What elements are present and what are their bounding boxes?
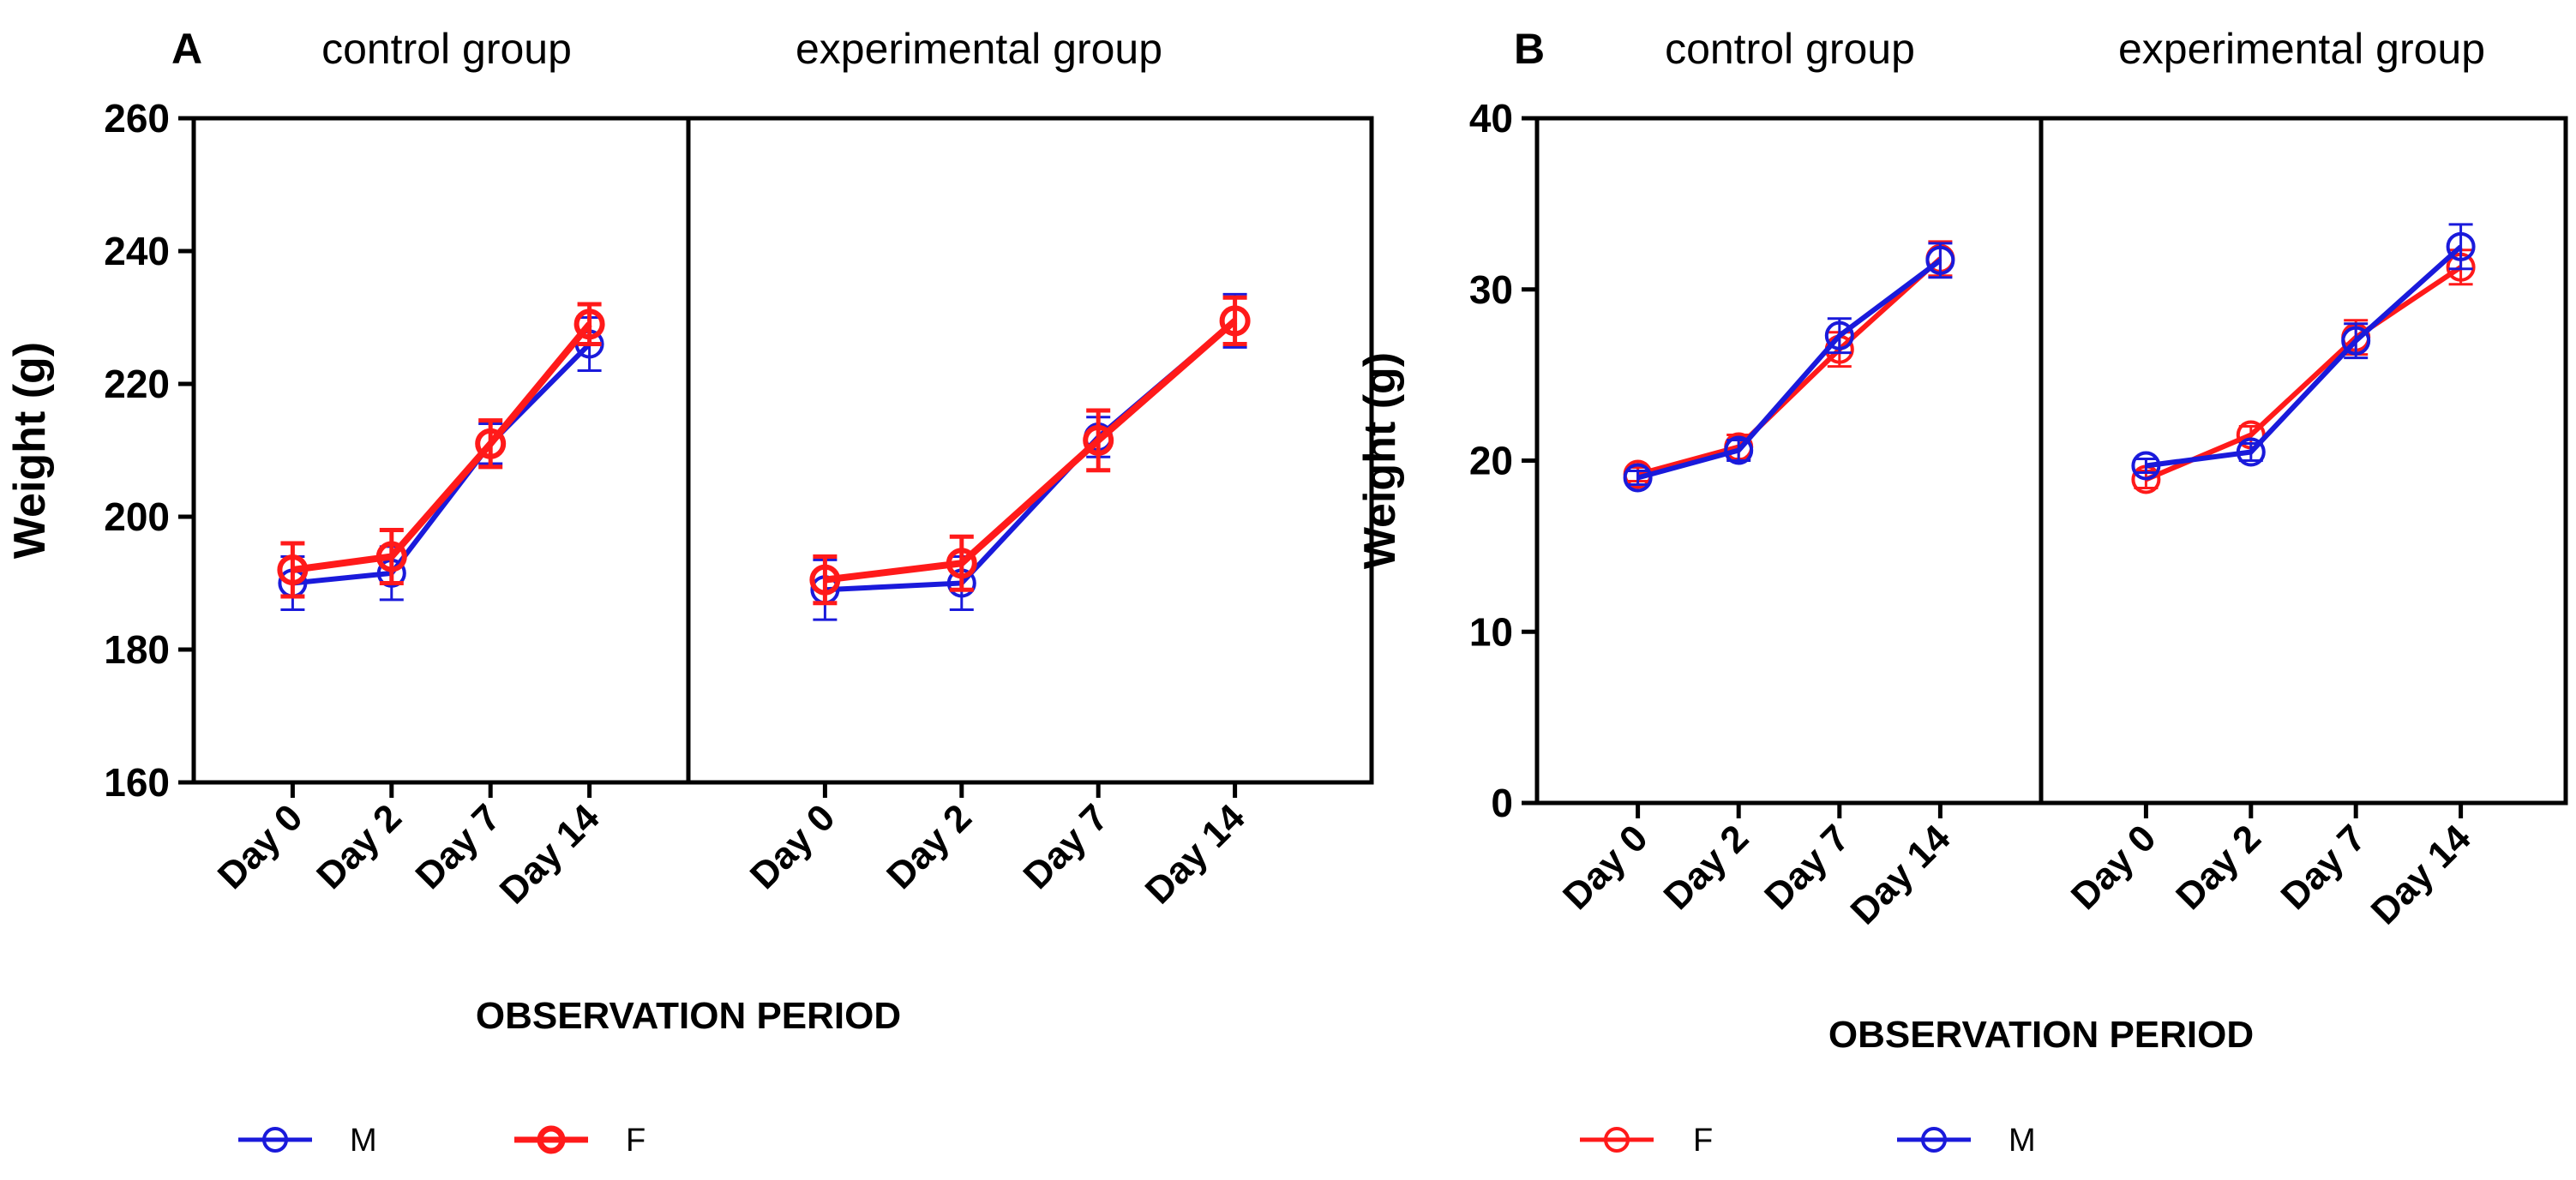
legend-label: F [1693, 1123, 1713, 1159]
data-point [1083, 424, 1114, 456]
data-point [1623, 463, 1653, 493]
group-title: experimental group [796, 25, 1162, 73]
data-point [2341, 326, 2371, 356]
y-tick-label: 240 [104, 229, 170, 273]
legend-label: M [2009, 1123, 2036, 1159]
group-title: control group [321, 25, 572, 73]
x-tick-label: Day 0 [1555, 817, 1656, 918]
x-tick-label: Day 14 [492, 796, 608, 912]
data-point [475, 428, 507, 459]
series-line [2145, 265, 2463, 482]
series-line [824, 318, 1238, 584]
legend-item-f: F [1580, 1123, 1713, 1159]
x-tick-label: Day 2 [2168, 817, 2269, 918]
data-point [573, 308, 605, 340]
legend-marker [537, 1125, 566, 1154]
data-point [1925, 245, 1955, 275]
plot-frame [191, 116, 1374, 785]
y-tick-label: 160 [104, 760, 170, 805]
y-tick-label: 30 [1469, 267, 1513, 312]
legend-label: M [350, 1123, 377, 1159]
data-point [2131, 451, 2161, 481]
legend-item-m: M [238, 1123, 377, 1159]
series-m [1623, 223, 2476, 493]
y-tick-label: 200 [104, 494, 170, 539]
x-axis-label: OBSERVATION PERIOD [476, 995, 901, 1037]
x-tick-label: Day 14 [2363, 817, 2479, 932]
y-tick-label: 40 [1469, 96, 1513, 141]
data-point [1219, 305, 1251, 337]
y-axis-label: Weight (g) [5, 342, 55, 559]
y-tick-label: 180 [104, 627, 170, 672]
data-point [1824, 320, 1854, 350]
data-point [1724, 435, 1754, 465]
y-axis-label: Weight (g) [1355, 352, 1405, 569]
x-tick-label: Day 14 [1842, 817, 1958, 932]
y-tick-label: 220 [104, 362, 170, 406]
data-point [2236, 437, 2266, 467]
series-line [1636, 258, 1943, 481]
series-line [292, 342, 591, 586]
x-tick-label: Day 0 [2063, 817, 2165, 918]
y-tick-label: 20 [1469, 439, 1513, 483]
data-point [946, 548, 977, 579]
x-tick-label: Day 7 [1016, 796, 1117, 897]
series-line [825, 319, 1237, 593]
y-tick-label: 10 [1469, 609, 1513, 654]
x-tick-label: Day 2 [1656, 817, 1757, 918]
series-f [277, 295, 1251, 606]
x-tick-label: Day 2 [309, 796, 410, 897]
y-tick-label: 260 [104, 96, 170, 141]
legend-marker [262, 1127, 288, 1153]
x-tick-label: Day 0 [742, 796, 844, 897]
x-tick-label: Day 7 [2273, 817, 2375, 918]
x-axis-label: OBSERVATION PERIOD [1828, 1014, 2254, 1056]
data-point [2446, 231, 2476, 261]
x-tick-label: Day 0 [210, 796, 311, 897]
data-point [809, 564, 841, 596]
y-tick-label: 0 [1491, 781, 1513, 825]
legend-marker [1604, 1127, 1630, 1153]
series-line [291, 321, 592, 573]
series-line [2146, 244, 2463, 469]
legend-marker [1921, 1127, 1947, 1153]
data-point [375, 541, 407, 572]
legend-item-m: M [1897, 1123, 2036, 1159]
group-title: experimental group [2118, 25, 2485, 73]
series-line [1636, 256, 1943, 477]
legend-item-f: F [514, 1123, 646, 1159]
panel-letter: A [171, 25, 202, 73]
legend-label: F [626, 1123, 646, 1159]
x-tick-label: Day 14 [1138, 796, 1253, 912]
x-tick-label: Day 2 [879, 796, 980, 897]
panel-letter: B [1514, 25, 1545, 73]
data-point [277, 554, 309, 585]
group-title: control group [1665, 25, 1915, 73]
series-m [278, 292, 1250, 621]
